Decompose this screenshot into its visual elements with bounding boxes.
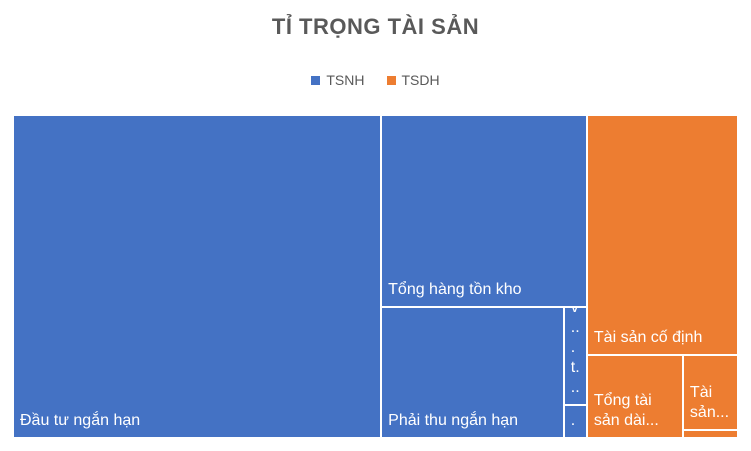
cell-label: T... bbox=[570, 406, 580, 429]
treemap-cell: Phải thu ngắn hạn bbox=[381, 307, 564, 438]
cell-label: Tài sản cố định bbox=[593, 329, 703, 347]
legend-swatch bbox=[386, 75, 396, 85]
treemap-cell: T... v... t... bbox=[563, 307, 587, 405]
treemap-cell: T... bbox=[563, 404, 587, 438]
treemap-cell bbox=[682, 429, 738, 438]
cell-label: Phải thu ngắn hạn bbox=[388, 411, 519, 429]
cell-label: Đầu tư ngắn hạn bbox=[20, 412, 141, 429]
legend-label: TSNH bbox=[326, 72, 365, 88]
treemap-cell: Tổng tài sản dài... bbox=[586, 355, 683, 438]
cell-label: Tổng tài sản dài... bbox=[593, 391, 659, 429]
treemap-cell: Đầu tư ngắn hạn bbox=[13, 115, 382, 438]
treemap-cell: Tài sản cố định bbox=[586, 115, 738, 356]
treemap-cell: Tổng hàng tồn kho bbox=[381, 115, 587, 308]
legend-item: TSDH bbox=[386, 72, 440, 88]
cell-label: Tài sản... bbox=[689, 383, 730, 421]
cell-label: Tổng hàng tồn kho bbox=[388, 281, 522, 299]
legend: TSNH TSDH bbox=[0, 72, 751, 88]
chart-title: TỈ TRỌNG TÀI SẢN bbox=[271, 14, 480, 39]
cell-label: T... v... t... bbox=[570, 308, 580, 396]
treemap-cell: Tài sản... bbox=[682, 355, 738, 430]
legend-label: TSDH bbox=[401, 72, 440, 88]
legend-swatch bbox=[311, 75, 321, 85]
legend-item: TSNH bbox=[311, 72, 365, 88]
